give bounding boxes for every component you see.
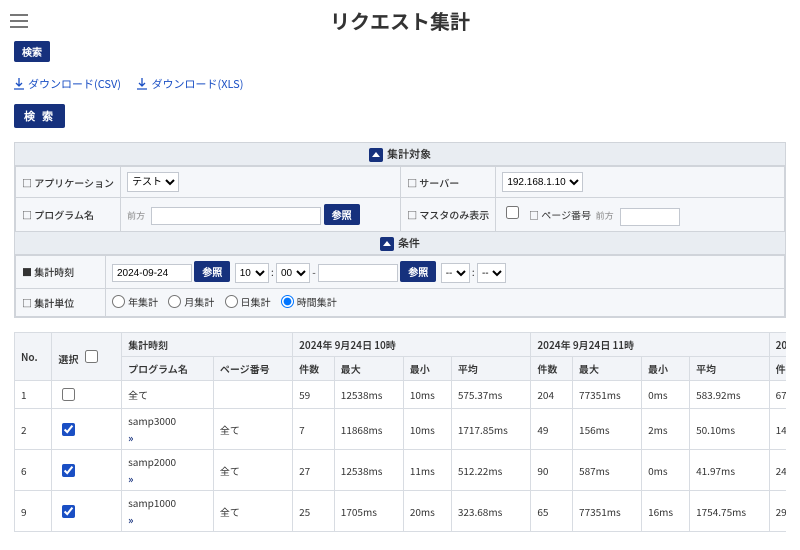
unit-hour-radio[interactable]: 時間集計: [281, 294, 337, 309]
row-checkbox[interactable]: [62, 423, 75, 436]
table-row: 6samp2000»全て2712538ms11ms512.22ms90587ms…: [15, 450, 787, 491]
menu-icon[interactable]: [10, 14, 28, 28]
cell-program: samp2000»: [122, 450, 214, 491]
unit-day-radio[interactable]: 日集計: [225, 294, 271, 309]
server-select[interactable]: 192.168.1.10: [502, 172, 583, 192]
table-row: 1全て5912538ms10ms575.37ms20477351ms0ms583…: [15, 381, 787, 409]
result-table: No.選択 集計時刻2024年 9月24日 10時2024年 9月24日 11時…: [14, 332, 786, 532]
unit-month-radio[interactable]: 月集計: [168, 294, 214, 309]
detail-icon[interactable]: »: [128, 512, 142, 522]
table-row: 2samp3000»全て711868ms10ms1717.85ms49156ms…: [15, 409, 787, 450]
hour-select[interactable]: 10: [235, 263, 269, 283]
panel-header-target[interactable]: 集計対象: [15, 143, 785, 166]
select-all-checkbox[interactable]: [85, 350, 98, 363]
download-icon: [14, 78, 24, 90]
col-no: No.: [15, 333, 52, 381]
col-timegroup: 2024年 9月24日 11時: [531, 333, 769, 357]
col-select: 選択: [52, 333, 122, 381]
page-no-input[interactable]: [620, 208, 680, 226]
page-title: リクエスト集計: [28, 6, 772, 35]
download-icon: [137, 78, 147, 90]
nav-tag[interactable]: 検索: [14, 41, 50, 62]
unit-year-radio[interactable]: 年集計: [112, 294, 158, 309]
date-browse-button[interactable]: 参照: [194, 261, 230, 282]
label-agg-unit: 集計単位: [16, 289, 106, 317]
chevron-up-icon: [369, 148, 383, 162]
detail-icon[interactable]: »: [128, 430, 142, 440]
search-button[interactable]: 検 索: [14, 104, 65, 128]
label-agg-time: 集計時刻: [16, 255, 106, 289]
label-master-only: マスタのみ表示: [401, 198, 496, 232]
minute-select[interactable]: 00: [276, 263, 310, 283]
cell-program: samp1000»: [122, 491, 214, 532]
panel-header-cond[interactable]: 条件: [15, 232, 785, 255]
program-browse-button[interactable]: 参照: [324, 204, 360, 225]
program-input[interactable]: [151, 207, 321, 225]
label-program: プログラム名: [16, 198, 121, 232]
row-checkbox[interactable]: [62, 505, 75, 518]
download-csv-link[interactable]: ダウンロード(CSV): [14, 76, 121, 92]
download-xls-link[interactable]: ダウンロード(XLS): [137, 76, 243, 92]
chevron-up-icon: [380, 237, 394, 251]
date-input[interactable]: [112, 264, 192, 282]
cell-program: samp3000»: [122, 409, 214, 450]
label-page-no: □ ページ番号: [529, 207, 591, 222]
date2-browse-button[interactable]: 参照: [400, 261, 436, 282]
prefix-label: 前方: [127, 209, 145, 222]
label-server: サーバー: [401, 167, 496, 198]
col-timegroup: 2024年 9月24日 10時: [293, 333, 531, 357]
col-group: 集計時刻: [122, 333, 293, 357]
col-timegroup: 2024年 9月24日 12時: [769, 333, 786, 357]
detail-icon[interactable]: »: [128, 471, 142, 481]
row-checkbox[interactable]: [62, 464, 75, 477]
table-row: 9samp1000»全て251705ms20ms323.68ms6577351m…: [15, 491, 787, 532]
master-only-checkbox[interactable]: [506, 206, 519, 219]
cell-program: 全て: [122, 381, 214, 409]
date2-input[interactable]: [318, 264, 398, 282]
row-checkbox[interactable]: [62, 388, 75, 401]
application-select[interactable]: テスト: [127, 172, 179, 192]
label-application: アプリケーション: [16, 167, 121, 198]
minute2-select[interactable]: --: [477, 263, 506, 283]
hour2-select[interactable]: --: [441, 263, 470, 283]
